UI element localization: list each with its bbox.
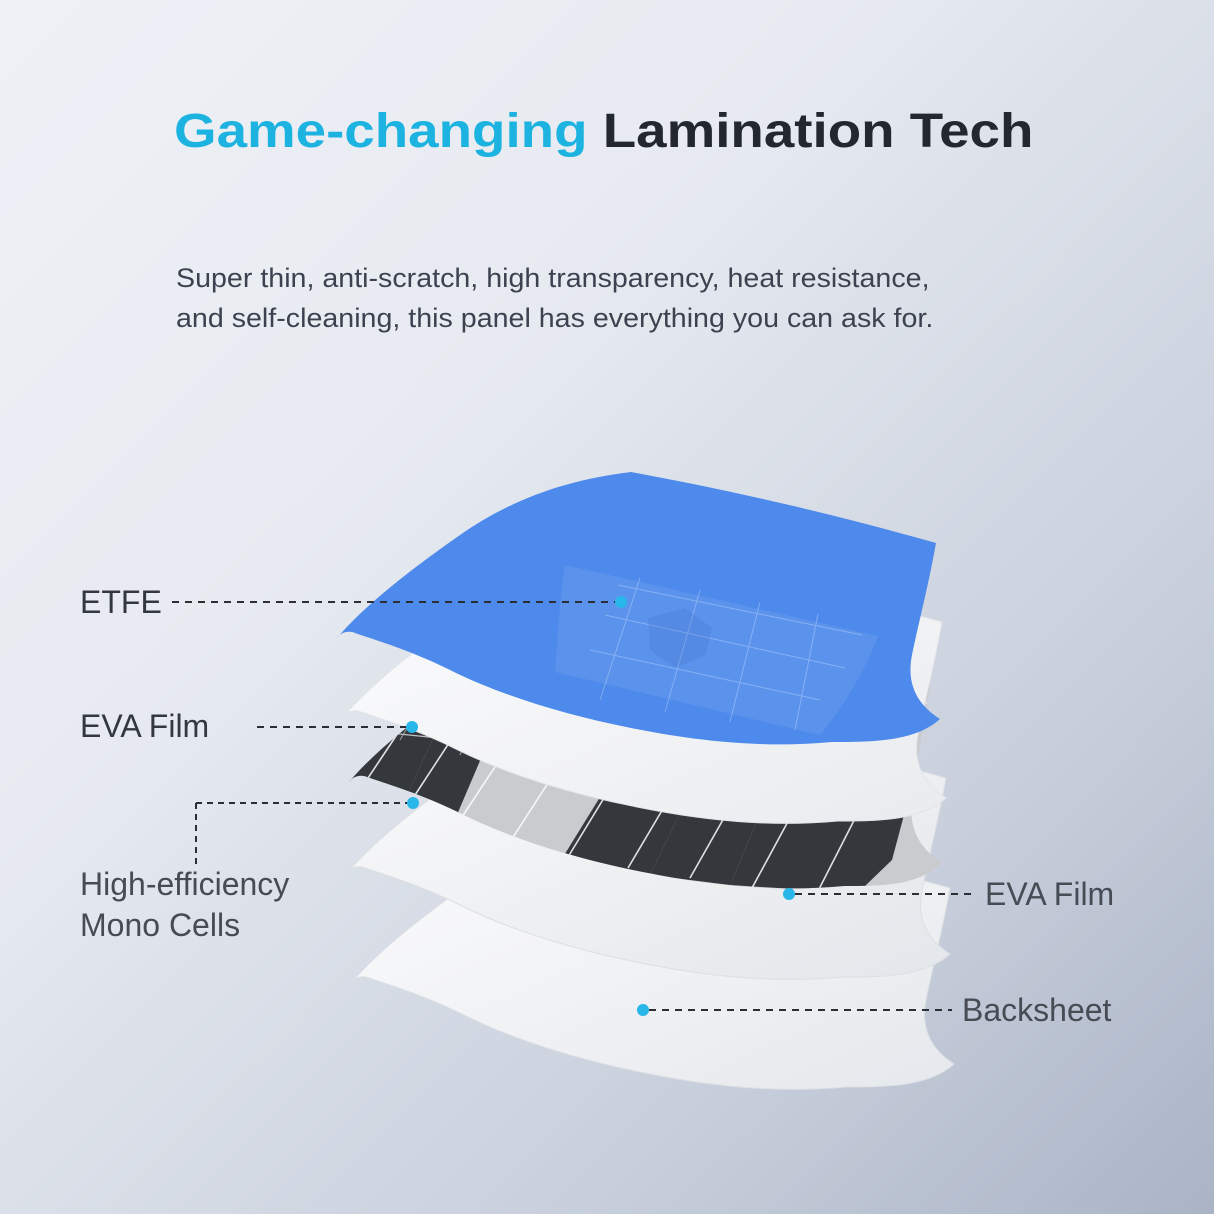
- svg-text:ETFE: ETFE: [80, 584, 162, 620]
- svg-text:Backsheet: Backsheet: [962, 992, 1112, 1028]
- svg-text:Mono Cells: Mono Cells: [80, 907, 240, 943]
- svg-text:EVA Film: EVA Film: [985, 876, 1114, 912]
- svg-text:EVA Film: EVA Film: [80, 708, 209, 744]
- svg-text:High-efficiency: High-efficiency: [80, 866, 289, 902]
